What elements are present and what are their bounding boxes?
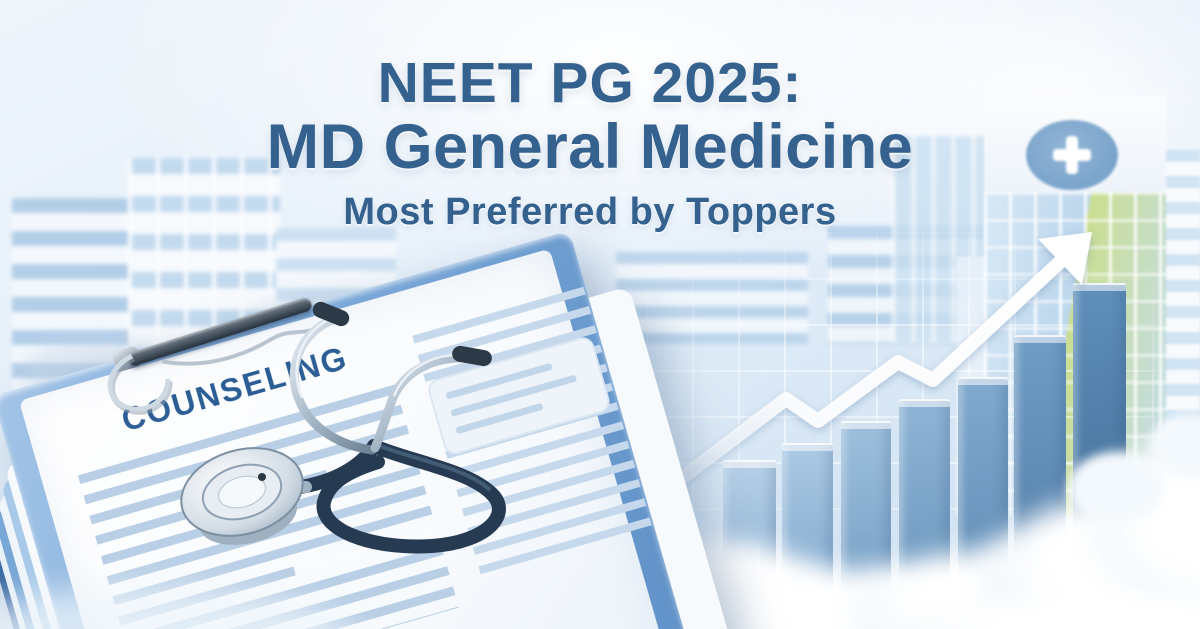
title-line-1: NEET PG 2025: (377, 51, 803, 115)
title-line-3: Most Preferred by Toppers (343, 191, 837, 234)
page-title: NEET PG 2025: MD General Medicine Most P… (150, 51, 1030, 234)
clip-wire (107, 323, 326, 415)
chart-bar-cap (782, 445, 833, 451)
title-line-2: MD General Medicine (266, 112, 914, 183)
hospital-roof-band (984, 96, 1166, 192)
medical-cross-icon (1026, 120, 1118, 190)
chart-bar-cap (958, 379, 1008, 385)
building-right-low (616, 252, 808, 344)
chart-bar-cap (841, 423, 891, 429)
chart-bar-cap (899, 401, 950, 407)
chart-bar-cap (1014, 337, 1066, 343)
cloud-puff (1068, 452, 1164, 524)
chart-bar-cap (723, 462, 776, 468)
chart-bar-cap (1073, 285, 1126, 291)
